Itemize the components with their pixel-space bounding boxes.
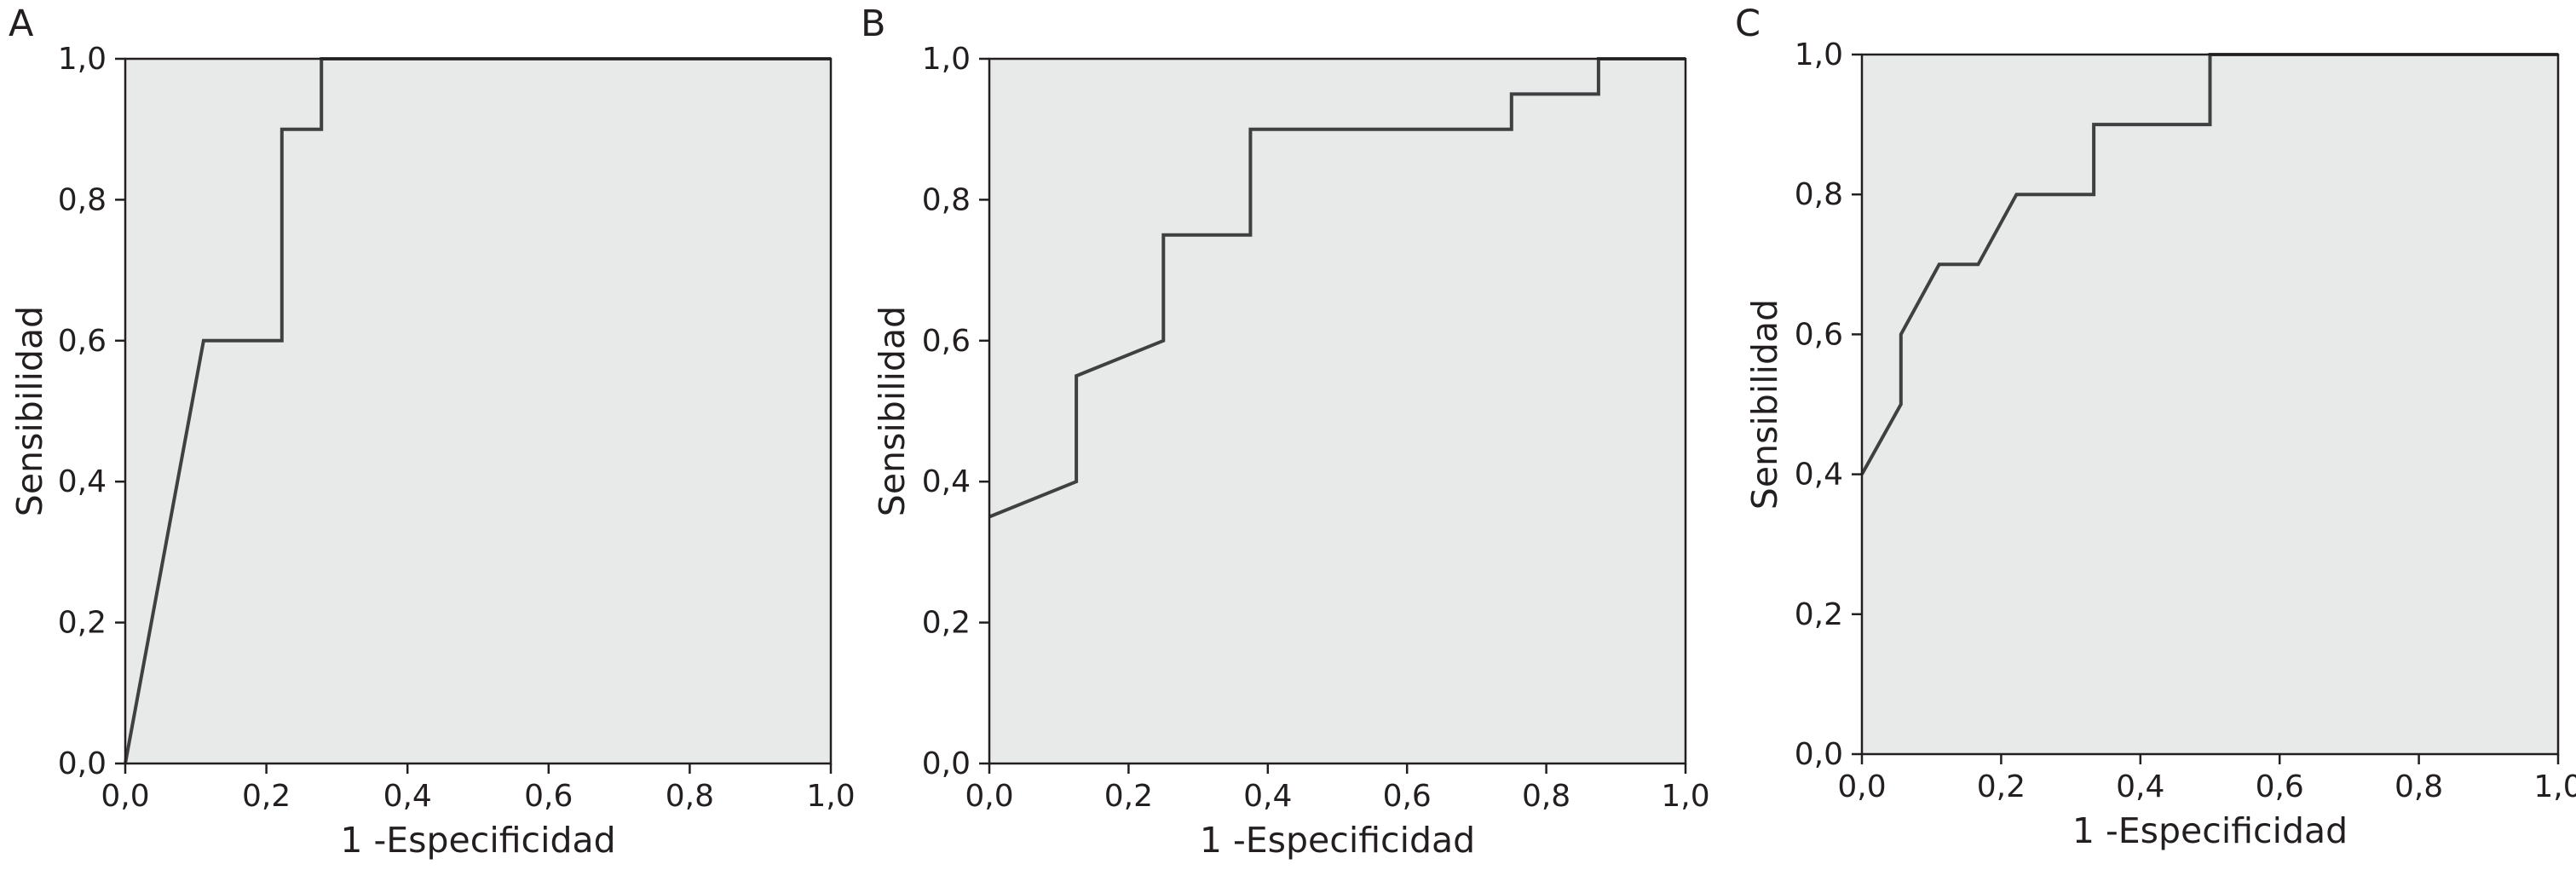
y-axis-title: Sensibilidad (9, 306, 50, 516)
plot-frame (124, 57, 833, 765)
roc-curve (988, 57, 1686, 519)
plot-area (125, 59, 831, 763)
y-tick-label: 0,4 (922, 464, 971, 499)
y-tick-label: 1,0 (58, 42, 107, 77)
plot-area (1862, 55, 2558, 754)
x-axis-title: 1 -Especificidad (340, 820, 615, 861)
y-tick-label: 0,2 (58, 606, 107, 641)
x-tick-label: 0,2 (1977, 769, 2026, 804)
x-tick-label: 0,6 (524, 779, 573, 814)
x-axis-title: 1 -Especificidad (2072, 810, 2348, 851)
x-tick-label: 0,4 (1243, 779, 1292, 814)
x-tick-label: 0,2 (1104, 779, 1153, 814)
x-tick-label: 0,8 (2394, 769, 2443, 804)
y-tick-label: 0,4 (58, 464, 107, 499)
x-tick-label: 0,6 (2256, 769, 2304, 804)
y-axis-title: Sensibilidad (1744, 299, 1785, 510)
x-tick-label: 0,0 (965, 779, 1013, 814)
panel-c: C 1 -Especificidad Sensibilidad 0,00,0 0,… (1735, 3, 2576, 851)
y-tick-label: 1,0 (1795, 37, 1843, 72)
plot-frame (1860, 53, 2560, 756)
y-tick-label: 0,0 (1795, 737, 1843, 772)
y-tick-label: 0,0 (922, 746, 971, 781)
x-tick-label: 0,6 (1383, 779, 1432, 814)
x-axis-title: 1 -Especificidad (1200, 820, 1475, 861)
x-tick-label: 0,8 (1522, 779, 1570, 814)
panel-letter: A (9, 3, 34, 45)
y-tick-label: 0,6 (922, 324, 971, 359)
x-tick-label: 1,0 (1661, 779, 1709, 814)
y-tick-label: 1,0 (922, 42, 971, 77)
plot-area (989, 59, 1686, 763)
x-tick-label: 0,8 (666, 779, 714, 814)
panel-letter: B (861, 3, 886, 45)
panel-letter: C (1735, 3, 1761, 45)
y-tick-label: 0,8 (58, 182, 107, 217)
x-tick-label: 0,4 (383, 779, 432, 814)
y-tick-label: 0,2 (1795, 597, 1843, 632)
roc-curve (1860, 53, 2558, 475)
x-tick-label: 0,4 (2116, 769, 2164, 804)
x-tick-label: 1,0 (2533, 769, 2576, 804)
panel-a: A 1 -Especificidad Sensibilidad 0,00,0 0,… (9, 3, 856, 861)
x-tick-label: 1,0 (806, 779, 855, 814)
y-tick-label: 0,6 (58, 324, 107, 359)
y-tick-label: 0,0 (58, 746, 107, 781)
y-tick-label: 0,6 (1795, 317, 1843, 352)
x-tick-label: 0,2 (242, 779, 291, 814)
x-tick-label: 0,0 (1837, 769, 1886, 804)
plot-frame (988, 57, 1687, 765)
y-tick-label: 0,8 (1795, 177, 1843, 212)
panel-b: B 1 -Especificidad Sensibilidad 0,00,0 0,… (861, 3, 1710, 861)
y-tick-label: 0,8 (922, 182, 971, 217)
x-tick-label: 0,0 (101, 779, 149, 814)
y-tick-label: 0,4 (1795, 458, 1843, 493)
y-axis-title: Sensibilidad (872, 306, 913, 516)
y-tick-label: 0,2 (922, 606, 971, 641)
